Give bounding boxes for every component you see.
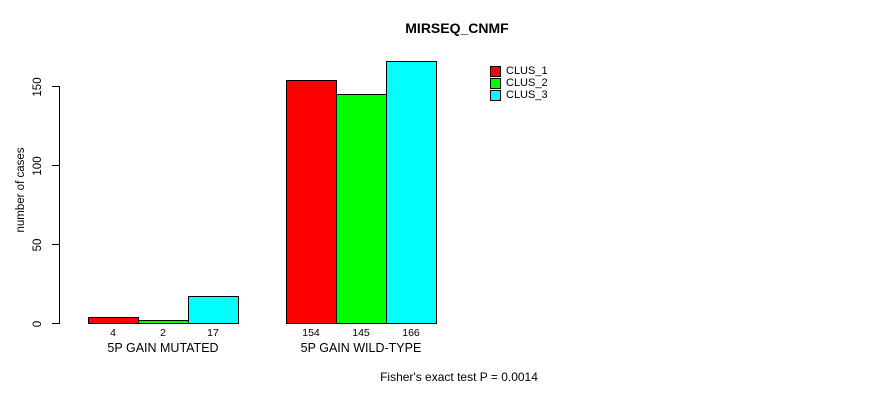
bar-clus_2-1 bbox=[138, 320, 189, 324]
legend-label-clus_3: CLUS_3 bbox=[506, 89, 548, 101]
y-tick-mark bbox=[52, 165, 59, 166]
y-tick-label: 100 bbox=[32, 155, 44, 176]
y-axis-line bbox=[59, 86, 60, 324]
bar-clus_1-2 bbox=[286, 80, 337, 324]
bar-clus_2-2 bbox=[336, 94, 387, 324]
bar-value-label: 166 bbox=[402, 327, 420, 339]
bar-clus_3-1 bbox=[188, 296, 239, 324]
y-tick-label: 50 bbox=[32, 238, 44, 251]
bar-value-label: 154 bbox=[302, 327, 320, 339]
legend-swatch-clus_1 bbox=[490, 66, 501, 77]
legend-label-clus_1: CLUS_1 bbox=[506, 65, 548, 77]
chart-title: MIRSEQ_CNMF bbox=[405, 20, 509, 36]
bar-value-label: 145 bbox=[352, 327, 370, 339]
y-tick-label: 0 bbox=[32, 320, 44, 327]
y-tick-mark bbox=[52, 323, 59, 324]
bar-clus_3-2 bbox=[386, 61, 437, 324]
legend-swatch-clus_2 bbox=[490, 78, 501, 89]
x-category-label: 5P GAIN WILD-TYPE bbox=[300, 341, 422, 355]
bar-value-label: 4 bbox=[110, 327, 116, 339]
bar-value-label: 17 bbox=[207, 327, 219, 339]
x-category-label: 5P GAIN MUTATED bbox=[107, 341, 219, 355]
footer-annotation: Fisher's exact test P = 0.0014 bbox=[380, 370, 538, 384]
bar-clus_1-1 bbox=[88, 317, 139, 324]
y-tick-mark bbox=[52, 86, 59, 87]
y-tick-mark bbox=[52, 244, 59, 245]
y-tick-label: 150 bbox=[32, 76, 44, 97]
legend-swatch-clus_3 bbox=[490, 90, 501, 101]
legend-label-clus_2: CLUS_2 bbox=[506, 77, 548, 89]
bar-value-label: 2 bbox=[160, 327, 166, 339]
